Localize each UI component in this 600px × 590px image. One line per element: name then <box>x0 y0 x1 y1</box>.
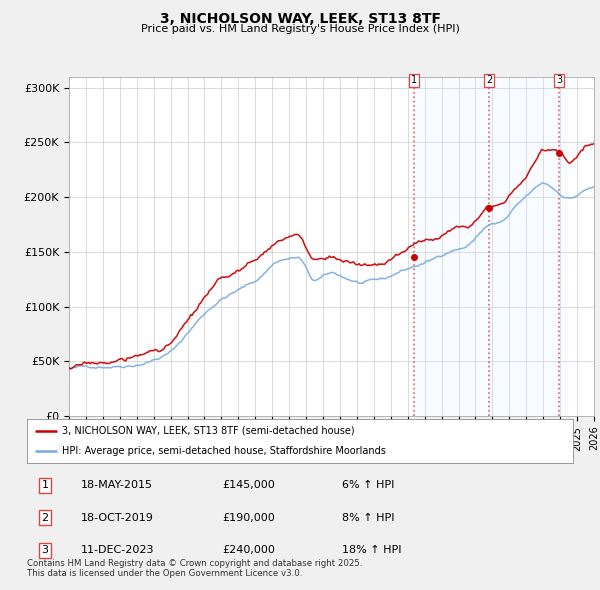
Text: HPI: Average price, semi-detached house, Staffordshire Moorlands: HPI: Average price, semi-detached house,… <box>62 446 386 456</box>
Text: £190,000: £190,000 <box>222 513 275 523</box>
Text: 3: 3 <box>556 76 562 86</box>
Text: Contains HM Land Registry data © Crown copyright and database right 2025.
This d: Contains HM Land Registry data © Crown c… <box>27 559 362 578</box>
Text: Price paid vs. HM Land Registry's House Price Index (HPI): Price paid vs. HM Land Registry's House … <box>140 24 460 34</box>
Text: £240,000: £240,000 <box>222 545 275 555</box>
Text: 11-DEC-2023: 11-DEC-2023 <box>81 545 155 555</box>
Text: 6% ↑ HPI: 6% ↑ HPI <box>342 480 394 490</box>
Bar <box>414 77 568 416</box>
Text: 18-OCT-2019: 18-OCT-2019 <box>81 513 154 523</box>
Text: 8% ↑ HPI: 8% ↑ HPI <box>342 513 395 523</box>
Text: 1: 1 <box>41 480 49 490</box>
Text: 3, NICHOLSON WAY, LEEK, ST13 8TF (semi-detached house): 3, NICHOLSON WAY, LEEK, ST13 8TF (semi-d… <box>62 426 355 436</box>
Text: £145,000: £145,000 <box>222 480 275 490</box>
Text: 3, NICHOLSON WAY, LEEK, ST13 8TF: 3, NICHOLSON WAY, LEEK, ST13 8TF <box>160 12 440 26</box>
Text: 18% ↑ HPI: 18% ↑ HPI <box>342 545 401 555</box>
Text: 1: 1 <box>411 76 417 86</box>
Text: 2: 2 <box>41 513 49 523</box>
Text: 2: 2 <box>486 76 492 86</box>
Text: 18-MAY-2015: 18-MAY-2015 <box>81 480 153 490</box>
Text: 3: 3 <box>41 545 49 555</box>
